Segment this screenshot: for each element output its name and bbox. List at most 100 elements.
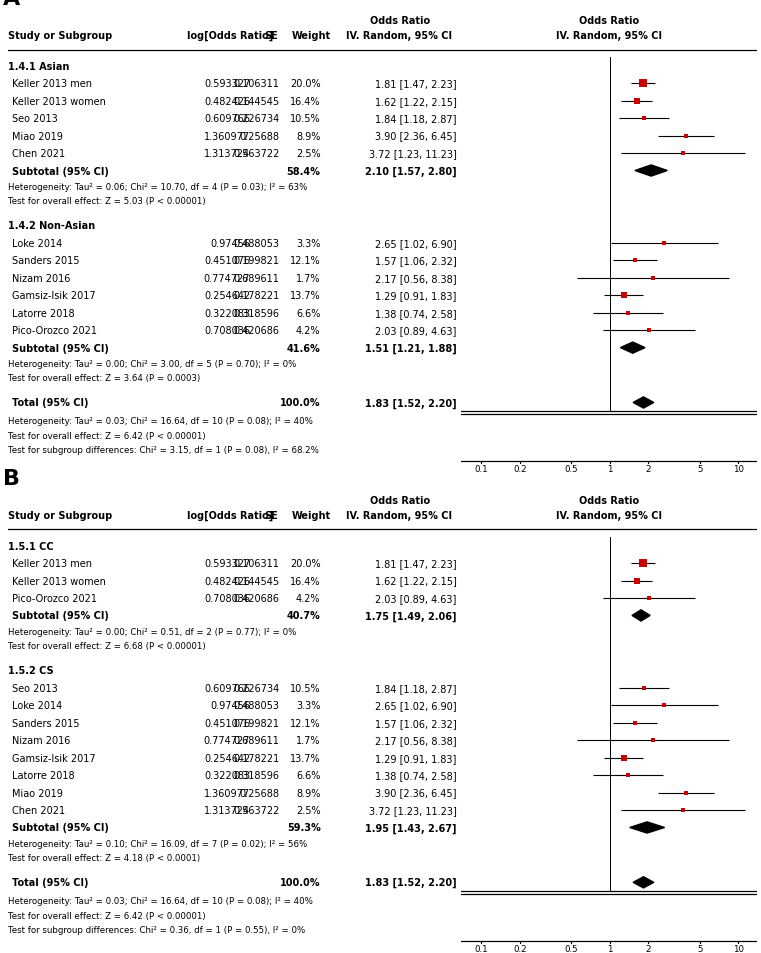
Text: Loke 2014: Loke 2014 (12, 238, 62, 249)
Text: 2.10 [1.57, 2.80]: 2.10 [1.57, 2.80] (365, 166, 457, 176)
Text: Loke 2014: Loke 2014 (12, 700, 62, 711)
Text: 8.9%: 8.9% (296, 132, 320, 141)
Text: 1.83 [1.52, 2.20]: 1.83 [1.52, 2.20] (365, 878, 457, 887)
Text: 0.774727: 0.774727 (204, 274, 250, 283)
Text: 3.90 [2.36, 6.45]: 3.90 [2.36, 6.45] (375, 788, 457, 798)
Text: 40.7%: 40.7% (287, 611, 320, 620)
Text: 20.0%: 20.0% (290, 558, 320, 568)
Text: 2.17 [0.56, 8.38]: 2.17 [0.56, 8.38] (375, 274, 457, 283)
Text: A: A (3, 0, 21, 10)
Text: Odds Ratio: Odds Ratio (579, 16, 639, 27)
Text: Test for overall effect: Z = 6.68 (P < 0.00001): Test for overall effect: Z = 6.68 (P < 0… (8, 641, 205, 651)
Text: 2.5%: 2.5% (296, 805, 320, 815)
Text: 2.65 [1.02, 6.90]: 2.65 [1.02, 6.90] (375, 700, 457, 711)
Text: 16.4%: 16.4% (290, 576, 320, 586)
Text: 1.360977: 1.360977 (204, 788, 250, 798)
Text: 20.0%: 20.0% (290, 79, 320, 89)
Text: 0.97456: 0.97456 (210, 700, 250, 711)
Text: 1.29 [0.91, 1.83]: 1.29 [0.91, 1.83] (375, 291, 457, 301)
Text: 41.6%: 41.6% (287, 343, 320, 354)
Text: 1: 1 (607, 944, 613, 953)
Text: 0.199821: 0.199821 (234, 718, 280, 728)
Text: 100.0%: 100.0% (280, 878, 320, 887)
Text: Gamsiz-Isik 2017: Gamsiz-Isik 2017 (12, 291, 96, 301)
Text: 0.593327: 0.593327 (204, 79, 250, 89)
Text: 2: 2 (645, 465, 651, 474)
Text: 12.1%: 12.1% (290, 256, 320, 266)
Text: Total (95% CI): Total (95% CI) (12, 878, 88, 887)
Text: 1.360977: 1.360977 (204, 132, 250, 141)
Text: 58.4%: 58.4% (287, 167, 320, 176)
Text: 0.144545: 0.144545 (234, 96, 280, 107)
Text: 0.593327: 0.593327 (204, 558, 250, 568)
Text: Subtotal (95% CI): Subtotal (95% CI) (12, 611, 109, 620)
Text: 4.2%: 4.2% (296, 326, 320, 335)
Text: SE: SE (264, 30, 278, 41)
Text: Weight: Weight (292, 510, 331, 520)
Text: 13.7%: 13.7% (290, 291, 320, 301)
Text: Keller 2013 men: Keller 2013 men (12, 558, 92, 568)
Text: Latorre 2018: Latorre 2018 (12, 770, 75, 781)
Text: 0.5: 0.5 (564, 944, 578, 953)
Text: 0.254642: 0.254642 (204, 753, 250, 762)
Text: Subtotal (95% CI): Subtotal (95% CI) (12, 167, 109, 176)
Text: Heterogeneity: Tau² = 0.00; Chi² = 0.51, df = 2 (P = 0.77); I² = 0%: Heterogeneity: Tau² = 0.00; Chi² = 0.51,… (8, 627, 296, 637)
Text: Keller 2013 men: Keller 2013 men (12, 79, 92, 89)
Text: 5: 5 (697, 465, 702, 474)
Text: Latorre 2018: Latorre 2018 (12, 309, 75, 318)
Text: 1.62 [1.22, 2.15]: 1.62 [1.22, 2.15] (374, 576, 457, 586)
Text: 1.75 [1.49, 2.06]: 1.75 [1.49, 2.06] (365, 611, 457, 621)
Text: 1.313724: 1.313724 (204, 149, 250, 159)
Text: 1.84 [1.18, 2.87]: 1.84 [1.18, 2.87] (375, 114, 457, 124)
Text: 1.38 [0.74, 2.58]: 1.38 [0.74, 2.58] (375, 770, 457, 781)
Text: 1.7%: 1.7% (296, 736, 320, 745)
Text: SE: SE (264, 510, 278, 520)
Text: Test for subgroup differences: Chi² = 0.36, df = 1 (P = 0.55), I² = 0%: Test for subgroup differences: Chi² = 0.… (8, 925, 305, 934)
Text: Test for overall effect: Z = 6.42 (P < 0.00001): Test for overall effect: Z = 6.42 (P < 0… (8, 911, 205, 920)
Text: Nizam 2016: Nizam 2016 (12, 274, 71, 283)
Text: 0.488053: 0.488053 (234, 700, 280, 711)
Text: 0.226734: 0.226734 (234, 114, 280, 124)
Text: Sanders 2015: Sanders 2015 (12, 256, 80, 266)
Text: 2: 2 (645, 944, 651, 953)
Text: Subtotal (95% CI): Subtotal (95% CI) (12, 822, 109, 833)
Text: 6.6%: 6.6% (296, 770, 320, 781)
Text: Total (95% CI): Total (95% CI) (12, 398, 88, 408)
Text: 1.7%: 1.7% (296, 274, 320, 283)
Text: Odds Ratio: Odds Ratio (579, 496, 639, 506)
Polygon shape (633, 877, 654, 888)
Text: 0.451076: 0.451076 (204, 718, 250, 728)
Text: 0.774727: 0.774727 (204, 736, 250, 745)
Text: Heterogeneity: Tau² = 0.03; Chi² = 16.64, df = 10 (P = 0.08); I² = 40%: Heterogeneity: Tau² = 0.03; Chi² = 16.64… (8, 897, 313, 905)
Text: 0.322083: 0.322083 (204, 770, 250, 781)
Text: 0.106311: 0.106311 (234, 558, 280, 568)
Text: 2.5%: 2.5% (296, 149, 320, 159)
Text: 3.90 [2.36, 6.45]: 3.90 [2.36, 6.45] (375, 132, 457, 141)
Text: 100.0%: 100.0% (280, 398, 320, 408)
Polygon shape (635, 166, 667, 177)
Text: 0.226734: 0.226734 (234, 683, 280, 693)
Text: Subtotal (95% CI): Subtotal (95% CI) (12, 343, 109, 354)
Text: 1.51 [1.21, 1.88]: 1.51 [1.21, 1.88] (365, 343, 457, 354)
Text: IV. Random, 95% CI: IV. Random, 95% CI (556, 510, 662, 520)
Text: 1.5.1 CC: 1.5.1 CC (8, 541, 53, 551)
Text: 0.482426: 0.482426 (204, 576, 250, 586)
Text: 1.5.2 CS: 1.5.2 CS (8, 665, 53, 676)
Text: Seo 2013: Seo 2013 (12, 683, 58, 693)
Text: 0.609766: 0.609766 (204, 683, 250, 693)
Text: 0.178221: 0.178221 (234, 753, 280, 762)
Text: 1.4.2 Non-Asian: 1.4.2 Non-Asian (8, 221, 94, 232)
Text: Heterogeneity: Tau² = 0.03; Chi² = 16.64, df = 10 (P = 0.08); I² = 40%: Heterogeneity: Tau² = 0.03; Chi² = 16.64… (8, 417, 313, 426)
Polygon shape (620, 343, 645, 354)
Text: 10.5%: 10.5% (290, 114, 320, 124)
Text: 0.482426: 0.482426 (204, 96, 250, 107)
Text: 8.9%: 8.9% (296, 788, 320, 798)
Text: Test for overall effect: Z = 4.18 (P < 0.0001): Test for overall effect: Z = 4.18 (P < 0… (8, 853, 199, 862)
Text: 3.72 [1.23, 11.23]: 3.72 [1.23, 11.23] (368, 149, 457, 159)
Text: Odds Ratio: Odds Ratio (370, 16, 430, 27)
Text: Pico-Orozco 2021: Pico-Orozco 2021 (12, 594, 97, 603)
Text: 0.318596: 0.318596 (234, 770, 280, 781)
Text: log[Odds Ratio]: log[Odds Ratio] (186, 30, 273, 41)
Text: 0.689611: 0.689611 (234, 736, 280, 745)
Text: Heterogeneity: Tau² = 0.10; Chi² = 16.09, df = 7 (P = 0.02); I² = 56%: Heterogeneity: Tau² = 0.10; Chi² = 16.09… (8, 839, 307, 848)
